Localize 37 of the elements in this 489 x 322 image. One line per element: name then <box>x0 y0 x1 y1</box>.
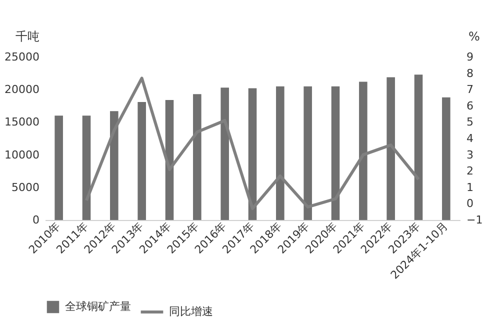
y2-tick-label: 4 <box>466 132 474 145</box>
bar <box>110 111 118 220</box>
y2-tick-label: 3 <box>466 148 474 162</box>
bar <box>54 116 63 220</box>
y2-tick-label: 7 <box>466 83 474 96</box>
y2-tick-label: 0 <box>466 197 474 210</box>
y-tick-label: 10000 <box>4 148 40 162</box>
y2-tick-label: 6 <box>466 99 474 112</box>
y2-axis-title: % <box>468 30 480 44</box>
y-tick-label: 0 <box>32 214 40 226</box>
y-tick-label: 20000 <box>4 83 40 96</box>
bar <box>386 77 395 220</box>
legend-label: 全球铜矿产量 <box>65 300 131 313</box>
y2-tick-label: 8 <box>466 66 474 80</box>
bar <box>220 88 229 220</box>
y2-tick-label: 5 <box>466 116 474 129</box>
y-tick-label: 5000 <box>12 180 40 194</box>
bar <box>193 94 202 220</box>
bar <box>276 86 284 220</box>
bar <box>304 86 312 220</box>
bar <box>248 88 257 220</box>
bar <box>359 82 368 220</box>
y-axis-title: 千吨 <box>16 30 40 44</box>
bar <box>414 74 423 220</box>
y2-tick-label: −1 <box>466 214 483 226</box>
y2-tick-label: 2 <box>466 164 474 178</box>
line-series <box>85 76 420 210</box>
legend-label: 同比增速 <box>169 305 213 318</box>
y2-tick-label: 9 <box>466 50 474 64</box>
y-tick-label: 15000 <box>4 116 40 129</box>
y2-tick-label: 1 <box>466 180 474 194</box>
y-tick-label: 25000 <box>4 50 40 64</box>
bar <box>442 97 450 220</box>
bar <box>331 86 340 220</box>
bar <box>165 100 174 220</box>
bar <box>82 116 91 220</box>
bar <box>138 102 146 220</box>
